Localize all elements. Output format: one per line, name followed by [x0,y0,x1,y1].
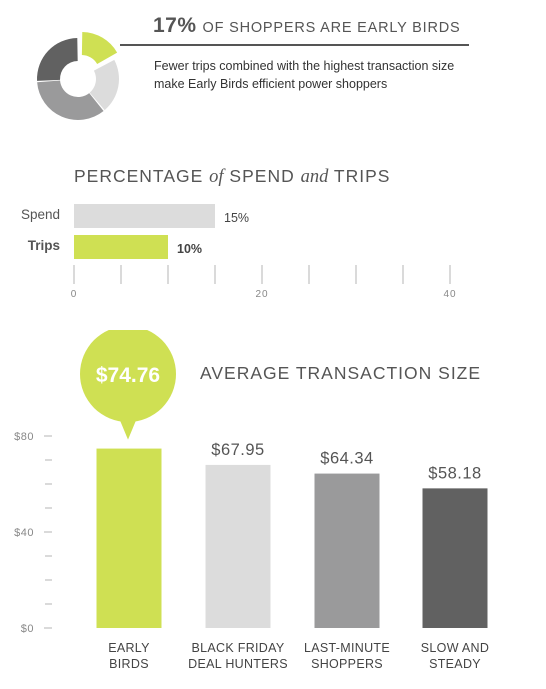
bar-value-spend: 15% [224,211,249,225]
category-label-slow-and-steady-line1: SLOW AND [421,641,489,655]
spend-trips-bar-chart: Spend 15% Trips 10% 0 20 40 [21,204,456,300]
x-tick-label-20: 20 [255,289,268,300]
bar-value-early-birds: $74.76 [96,364,160,387]
bar-slow-and-steady [422,488,488,628]
headline-percent: 17% [153,14,197,37]
category-label-last-minute-shoppers-line1: LAST-MINUTE [304,641,390,655]
highlight-callout-bubble [80,330,176,422]
transaction-size-bar-chart: $0 $40 $80 $74.76 EARLY BIRDS $67.95 BLACK FRID… [14,330,489,671]
donut-slice-slow-and-steady [37,38,78,81]
headline: 17% OF SHOPPERS ARE EARLY BIRDS [153,14,469,38]
title-word-trips: TRIPS [333,166,391,186]
bar-label-spend: Spend [21,207,60,222]
category-label-last-minute-shoppers-line2: SHOPPERS [311,657,383,671]
bar-value-trips: 10% [177,242,202,256]
donut-slice-last-minute-shoppers [37,80,104,120]
bar-value-black-friday-deal-hunters: $67.95 [211,441,264,459]
donut-slice-early-birds [81,31,118,65]
shopper-segments-donut-chart [37,31,119,120]
title-word-of: of [209,167,224,187]
headline-divider [120,44,469,46]
category-label-black-friday-deal-hunters-line1: BLACK FRIDAY [192,641,285,655]
bar-trips [74,235,168,259]
bar-black-friday-deal-hunters [205,464,271,628]
y-tick-label-0: $0 [21,623,34,635]
donut-slice-black-friday-deal-hunters [89,59,119,111]
y-tick-label-40: $40 [14,527,34,539]
x-tick-label-0: 0 [71,289,78,300]
title-word-percentage: PERCENTAGE [74,166,204,186]
headline-text: OF SHOPPERS ARE EARLY BIRDS [202,20,461,36]
category-label-black-friday-deal-hunters-line2: DEAL HUNTERS [188,657,288,671]
category-label-early-birds-line1: EARLY [108,641,150,655]
bar-value-last-minute-shoppers: $64.34 [320,450,373,468]
highlight-callout-pointer [119,418,137,440]
bar-early-birds [96,448,162,628]
y-tick-label-80: $80 [14,431,34,443]
bar-last-minute-shoppers [314,473,380,628]
title-word-spend: SPEND [229,166,295,186]
spend-trips-chart-title: PERCENTAGE of SPEND and TRIPS [74,166,390,188]
category-label-early-birds-line2: BIRDS [109,657,149,671]
transaction-size-chart-title: AVERAGE TRANSACTION SIZE [200,363,482,383]
bar-spend [74,204,215,228]
title-word-and: and [300,167,329,187]
bar-value-slow-and-steady: $58.18 [428,464,481,482]
category-label-slow-and-steady-line2: STEADY [429,657,481,671]
x-tick-label-40: 40 [443,289,456,300]
headline-subtext: Fewer trips combined with the highest tr… [154,59,455,91]
bar-label-trips: Trips [28,238,60,253]
